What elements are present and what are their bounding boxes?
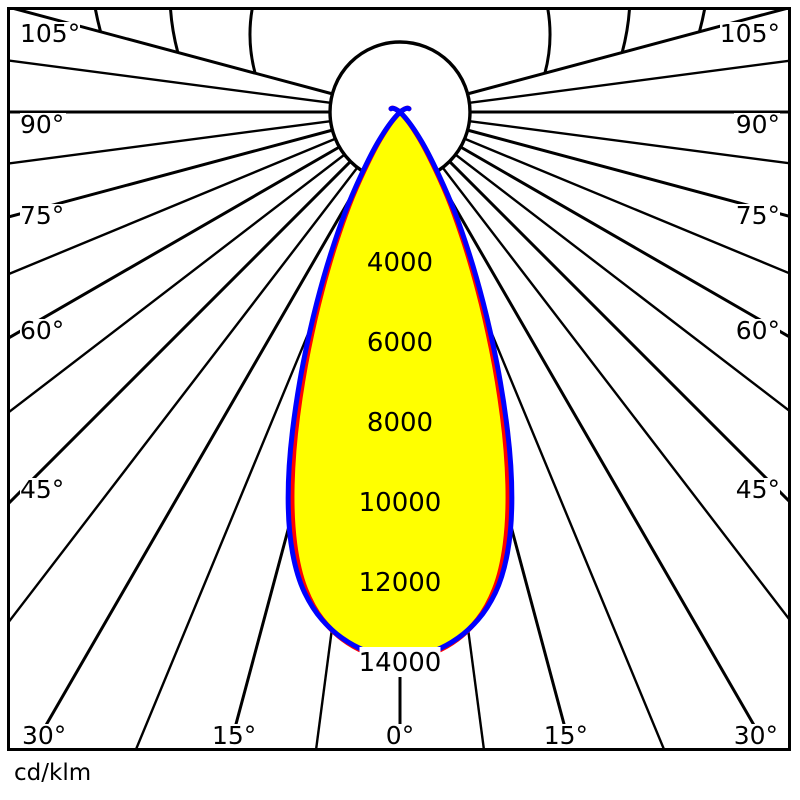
svg-text:30°: 30° [22, 721, 66, 750]
svg-text:105°: 105° [720, 19, 780, 48]
svg-text:4000: 4000 [367, 248, 433, 278]
radial-tick-4000: 4000 [367, 247, 433, 278]
angle-label-right-105: 105° [720, 19, 780, 50]
angle-label-left-30: 30° [22, 721, 68, 752]
svg-text:45°: 45° [736, 475, 780, 504]
angle-tick-labels: 105° 90° 75° 60° 45° 30° 15° 105° 90° 75° 60° 45° 30… [20, 19, 780, 752]
svg-text:0°: 0° [386, 721, 414, 750]
svg-text:12000: 12000 [359, 568, 442, 598]
angle-label-bottom-0: 0° [384, 721, 416, 752]
svg-text:8000: 8000 [367, 408, 433, 438]
radial-tick-8000: 8000 [367, 407, 433, 438]
angle-label-right-60: 60° [734, 316, 780, 347]
angle-label-left-60: 60° [20, 316, 66, 347]
angle-label-right-30: 30° [732, 721, 778, 752]
angle-label-left-105: 105° [20, 19, 80, 50]
angle-label-right-75: 75° [734, 201, 780, 232]
svg-text:6000: 6000 [367, 328, 433, 358]
angle-label-right-15: 15° [542, 721, 588, 752]
svg-text:60°: 60° [20, 316, 64, 345]
svg-text:105°: 105° [20, 19, 80, 48]
svg-text:15°: 15° [212, 721, 256, 750]
radial-tick-12000: 12000 [359, 567, 442, 598]
svg-text:14000: 14000 [359, 648, 442, 678]
unit-label: cd/klm [14, 760, 92, 786]
angle-label-left-45: 45° [20, 475, 66, 506]
svg-text:75°: 75° [736, 201, 780, 230]
radial-tick-10000: 10000 [359, 487, 442, 518]
svg-text:15°: 15° [544, 721, 588, 750]
angle-label-left-15: 15° [212, 721, 258, 752]
radial-tick-6000: 6000 [367, 327, 433, 358]
svg-text:90°: 90° [20, 110, 64, 139]
radial-tick-labels: 4000 6000 8000 10000 12000 14000 [359, 247, 442, 678]
svg-text:10000: 10000 [359, 488, 442, 518]
svg-text:75°: 75° [20, 201, 64, 230]
angle-label-left-75: 75° [20, 201, 66, 232]
angle-label-left-90: 90° [20, 110, 66, 141]
svg-text:30°: 30° [734, 721, 778, 750]
radial-tick-14000: 14000 [359, 647, 442, 678]
svg-text:60°: 60° [736, 316, 780, 345]
svg-text:45°: 45° [20, 475, 64, 504]
angle-label-right-45: 45° [734, 475, 780, 506]
angle-label-right-90: 90° [734, 110, 780, 141]
plot-frame [7, 7, 791, 751]
svg-text:90°: 90° [736, 110, 780, 139]
